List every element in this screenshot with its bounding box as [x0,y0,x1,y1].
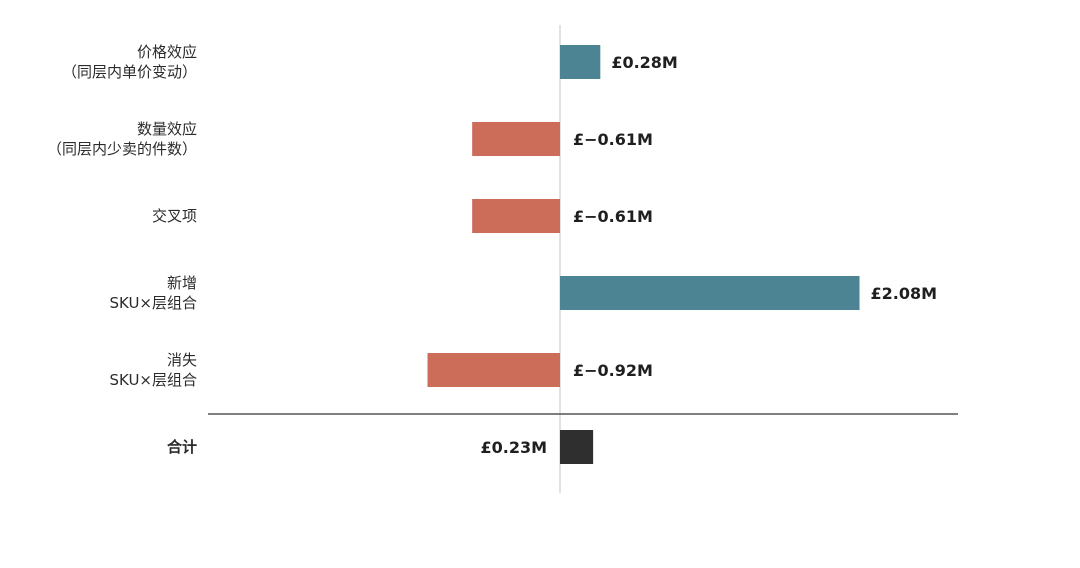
value-label-2: £−0.61M [573,207,653,226]
value-label-1: £−0.61M [573,130,653,149]
category-label-1-1: （同层内少卖的件数） [47,140,197,158]
total-bar [560,430,594,464]
bar-3 [560,276,860,310]
value-label-4: £−0.92M [573,361,653,380]
category-label-3-1: SKU×层组合 [109,294,197,312]
value-label-0: £0.28M [611,53,678,72]
bar-0 [560,45,601,79]
value-label-3: £2.08M [871,284,938,303]
bar-1 [472,122,560,156]
category-label-0-0: 价格效应 [137,43,197,61]
category-label-4-1: SKU×层组合 [109,371,197,389]
bar-4 [427,353,560,387]
category-label-1-0: 数量效应 [137,120,197,138]
bar-2 [472,199,560,233]
category-label-2-0: 交叉项 [152,207,197,225]
total-value-label: £0.23M [480,438,547,457]
total-category-label: 合计 [166,438,197,456]
category-label-3-0: 新增 [167,274,197,292]
category-label-0-1: （同层内单价变动） [62,63,197,81]
category-label-4-0: 消失 [167,351,197,369]
